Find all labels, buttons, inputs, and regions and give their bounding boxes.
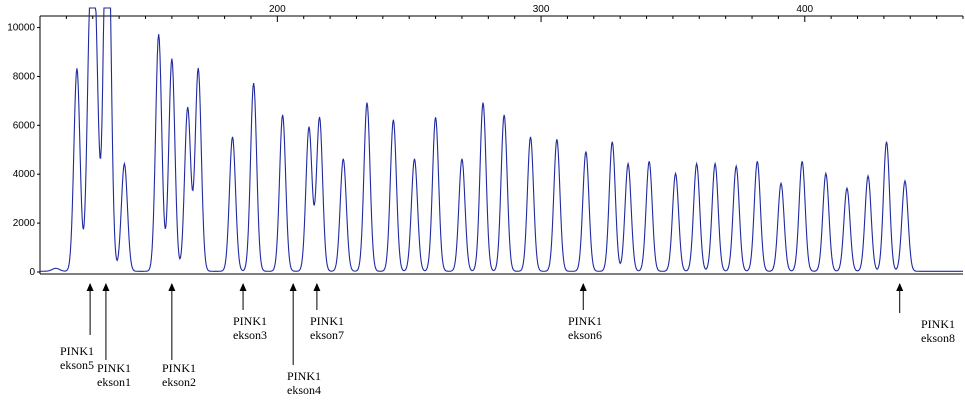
annotation-sublabel: ekson1 bbox=[97, 375, 131, 389]
annotation-arrow-head bbox=[896, 283, 904, 291]
annotation-sublabel: ekson8 bbox=[921, 331, 955, 345]
annotation-label: PINK1 bbox=[310, 314, 344, 328]
y-tick-label: 4000 bbox=[13, 169, 36, 180]
annotation-label: PINK1 bbox=[233, 314, 267, 328]
annotation-label: PINK1 bbox=[287, 369, 321, 383]
annotation-sublabel: ekson2 bbox=[162, 375, 196, 389]
annotation-label: PINK1 bbox=[60, 344, 94, 358]
x-tick-label: 400 bbox=[796, 4, 813, 15]
annotation-label: PINK1 bbox=[921, 317, 955, 331]
annotation-label: PINK1 bbox=[568, 314, 602, 328]
annotation-sublabel: ekson5 bbox=[60, 358, 94, 372]
y-tick-label: 10000 bbox=[7, 23, 35, 34]
annotation-arrow-head bbox=[289, 283, 297, 291]
annotation-arrow-head bbox=[102, 283, 110, 291]
annotation-sublabel: ekson3 bbox=[233, 328, 267, 342]
x-tick-label: 200 bbox=[269, 4, 286, 15]
annotation-sublabel: ekson7 bbox=[310, 328, 344, 342]
annotation-label: PINK1 bbox=[162, 361, 196, 375]
y-tick-label: 8000 bbox=[13, 71, 36, 82]
y-tick-label: 2000 bbox=[13, 218, 36, 229]
y-tick-label: 0 bbox=[29, 267, 35, 278]
trace-layer bbox=[40, 7, 963, 272]
annotation-arrow-head bbox=[579, 283, 587, 291]
annotation-arrow-head bbox=[168, 283, 176, 291]
annotation-arrow-head bbox=[239, 283, 247, 291]
annotation-sublabel: ekson4 bbox=[287, 383, 321, 397]
x-tick-label: 300 bbox=[533, 4, 550, 15]
y-tick-label: 6000 bbox=[13, 120, 36, 131]
annotation-label: PINK1 bbox=[97, 361, 131, 375]
annotation-sublabel: ekson6 bbox=[568, 328, 602, 342]
annotation-arrow-head bbox=[313, 283, 321, 291]
trace-line bbox=[40, 7, 963, 272]
annotation-arrow-head bbox=[86, 283, 94, 291]
